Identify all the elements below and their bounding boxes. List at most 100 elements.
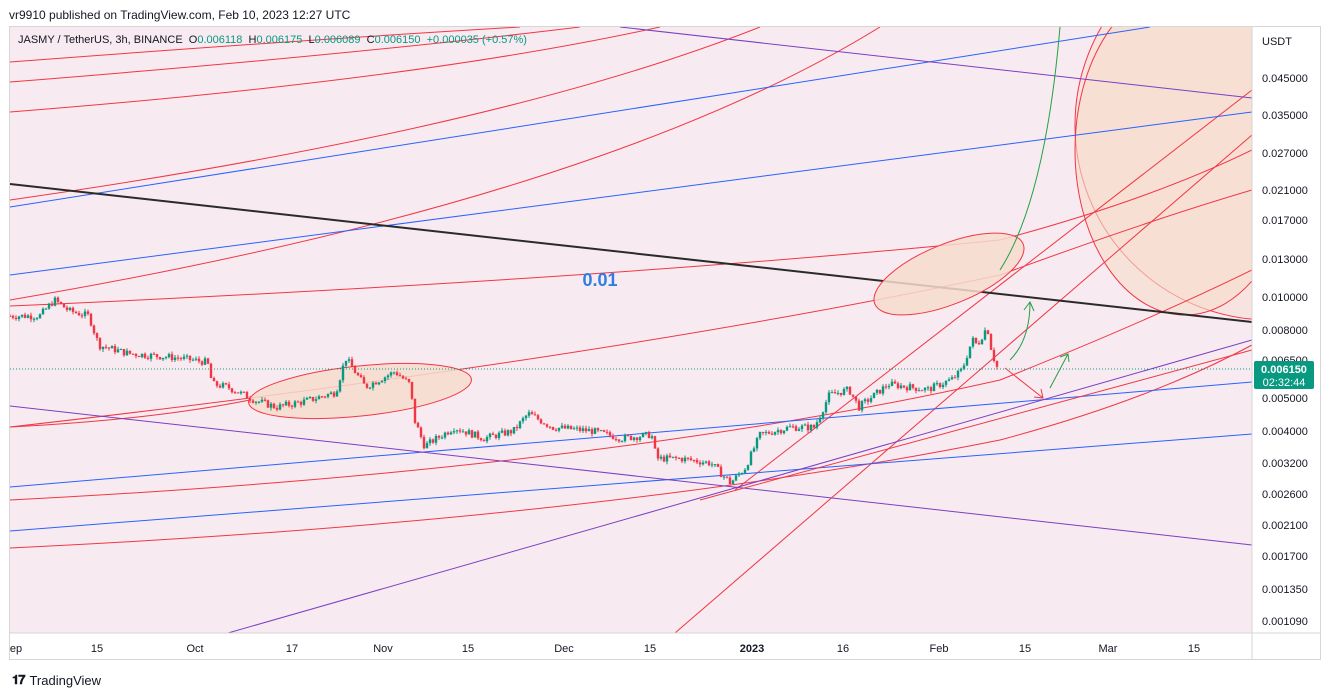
candle-body	[338, 380, 342, 392]
candle-body	[41, 308, 45, 315]
candle-body	[896, 383, 900, 389]
candle-body	[146, 357, 150, 359]
candle-body	[272, 403, 276, 409]
price-tick-label: 0.021000	[1262, 185, 1308, 197]
candle-body	[14, 317, 18, 320]
footer[interactable]: 𝟏𝟕 TradingView	[12, 672, 101, 688]
candle-body	[734, 475, 738, 481]
candle-body	[311, 397, 315, 401]
candle-body	[488, 433, 492, 438]
candle-body	[761, 431, 765, 433]
candle-body	[917, 390, 921, 392]
candle-body	[983, 330, 987, 340]
candle-body	[929, 387, 933, 392]
candle-body	[602, 430, 606, 432]
candle-body	[209, 363, 213, 379]
candle-body	[98, 338, 102, 350]
candle-body	[482, 440, 486, 442]
symbol-legend[interactable]: JASMY / TetherUS, 3h, BINANCE O0.006118 …	[18, 34, 527, 46]
candle-body	[530, 412, 534, 415]
last-price-badge: 0.006150 02:32:44	[1254, 361, 1314, 389]
candle-body	[605, 431, 609, 433]
candle-body	[224, 383, 228, 385]
candle-body	[158, 356, 162, 360]
candle-body	[494, 434, 498, 438]
candle-body	[731, 480, 735, 484]
candle-body	[884, 386, 888, 388]
candle-body	[104, 346, 108, 348]
candle-body	[800, 425, 804, 430]
candle-body	[164, 357, 168, 359]
price-tick-label: 0.005000	[1262, 393, 1308, 405]
candle-body	[245, 391, 249, 399]
price-tick-label: 0.010000	[1262, 292, 1308, 304]
candle-body	[680, 458, 684, 462]
candle-body	[509, 430, 513, 434]
time-tick-label: Oct	[186, 643, 203, 655]
open-label: O	[188, 34, 198, 46]
candle-body	[101, 346, 105, 350]
candle-body	[38, 314, 42, 319]
high-value: 0.006175	[256, 34, 303, 46]
candle-body	[737, 473, 741, 476]
candle-body	[62, 303, 66, 308]
candle-body	[971, 337, 975, 347]
candle-body	[473, 431, 477, 438]
candle-body	[764, 431, 768, 433]
candle-body	[863, 399, 867, 402]
time-tick-label: 15	[462, 643, 474, 655]
candle-body	[581, 428, 585, 431]
candle-body	[107, 347, 111, 349]
candle-body	[521, 418, 525, 422]
candle-body	[293, 401, 297, 407]
candle-body	[665, 455, 669, 462]
candle-body	[545, 424, 549, 427]
blue-line-1	[10, 27, 1151, 208]
candle-body	[833, 392, 837, 394]
red-arc-4	[10, 27, 761, 201]
candle-body	[785, 426, 789, 431]
candle-body	[86, 311, 90, 314]
candle-body	[902, 385, 906, 388]
candle-body	[749, 451, 753, 466]
price-tick-label: 0.027000	[1262, 148, 1308, 160]
right-highlight-ellipse	[873, 232, 1025, 316]
change-value: +0.000035 (+0.57%)	[426, 34, 527, 46]
candle-body	[413, 398, 417, 423]
candle-body	[278, 404, 282, 410]
candle-body	[200, 361, 204, 365]
candle-body	[974, 337, 978, 344]
candle-body	[779, 430, 783, 434]
candle-body	[215, 381, 219, 386]
purple-line-3	[227, 339, 1252, 633]
candle-body	[383, 377, 387, 382]
candle-body	[626, 435, 630, 437]
candle-body	[53, 297, 57, 306]
candle-body	[803, 424, 807, 426]
candle-body	[335, 391, 339, 397]
candle-body	[485, 437, 489, 442]
candle-body	[419, 427, 423, 437]
candle-body	[740, 473, 744, 475]
candle-body	[296, 401, 300, 403]
candle-body	[518, 421, 522, 429]
candle-body	[860, 401, 864, 411]
candle-body	[755, 438, 759, 449]
time-axis[interactable]: ep 15 Oct 17 Nov 15 Dec 15 2023 16 Feb 15 Mar 15	[10, 643, 1200, 655]
red-arc-2	[10, 27, 581, 83]
candle-body	[131, 353, 135, 355]
candle-body	[56, 297, 60, 302]
candle-body	[788, 426, 792, 428]
candle-body	[290, 405, 294, 407]
price-axis[interactable]: 0.045000 0.035000 0.027000 0.021000 0.017000…	[1262, 73, 1308, 628]
candle-body	[299, 401, 303, 405]
candle-body	[773, 432, 777, 435]
candle-body	[728, 477, 732, 484]
price-tick-label: 0.001700	[1262, 551, 1308, 563]
candle-body	[416, 422, 420, 428]
candle-body	[497, 432, 501, 438]
candle-body	[227, 384, 231, 389]
candle-body	[653, 436, 657, 449]
candle-body	[203, 358, 207, 365]
